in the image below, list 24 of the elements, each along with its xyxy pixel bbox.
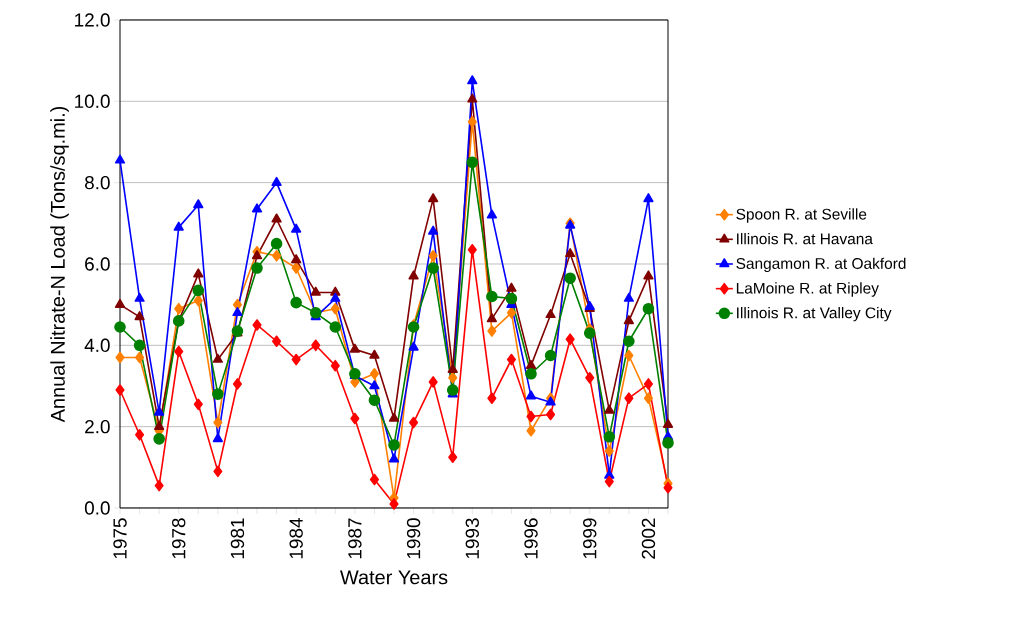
y-tick-label: 12.0 bbox=[75, 13, 110, 27]
y-tick-label: 6.0 bbox=[85, 257, 110, 271]
y-axis-title: Annual Nitrate-N Load (Tons/sq.mi.) bbox=[50, 106, 69, 423]
x-tick-label: 1978 bbox=[172, 518, 186, 559]
legend-label: Spoon R. at Seville bbox=[736, 208, 867, 223]
legend-label: Illinois R. at Havana bbox=[737, 232, 873, 245]
x-tick-label: 1981 bbox=[230, 518, 245, 559]
x-tick-label: 1984 bbox=[289, 518, 303, 559]
x-tick-label: 2002 bbox=[641, 518, 656, 559]
legend-label: Illinois R. at Valley City bbox=[737, 306, 892, 322]
y-tick-label: 8.0 bbox=[85, 175, 110, 190]
legend-label: Sangamon R. at Oakford bbox=[736, 257, 906, 273]
x-axis-title: Water Years bbox=[340, 570, 448, 585]
x-tick-label: 1975 bbox=[113, 518, 127, 559]
x-tick-label: 1987 bbox=[348, 518, 362, 559]
x-tick-label: 1990 bbox=[406, 518, 421, 559]
y-tick-label: 4.0 bbox=[84, 338, 110, 353]
x-tick-label: 1999 bbox=[583, 518, 597, 559]
x-tick-label: 1996 bbox=[524, 518, 538, 559]
legend-label: LaMoine R. at Ripley bbox=[736, 282, 879, 297]
x-tick-label: 1993 bbox=[465, 518, 479, 559]
y-tick-label: 0.0 bbox=[84, 501, 110, 515]
y-tick-label: 10.0 bbox=[75, 94, 110, 109]
y-tick-label: 2.0 bbox=[85, 419, 110, 434]
